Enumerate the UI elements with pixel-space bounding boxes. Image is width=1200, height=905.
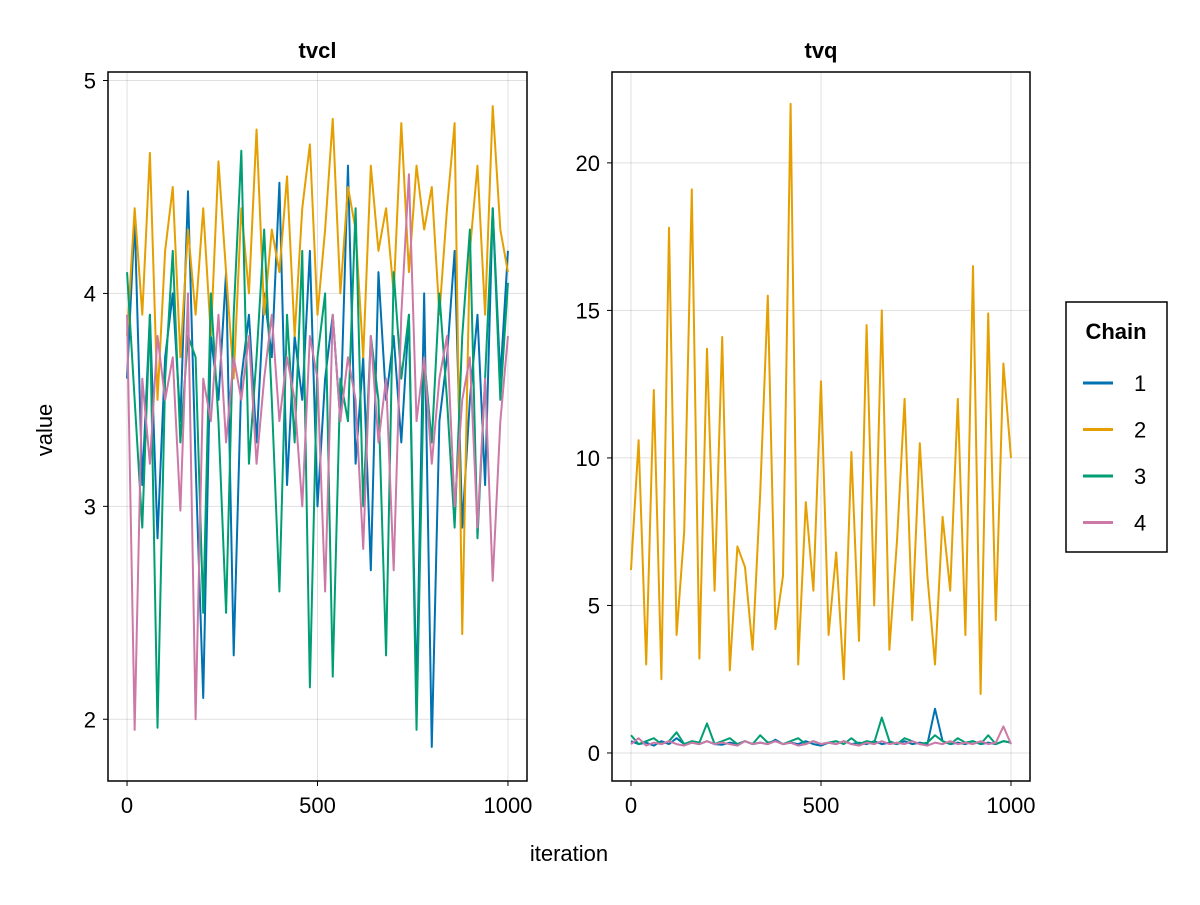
legend: Chain 1 2 3 4 — [1065, 301, 1168, 553]
legend-label: 3 — [1134, 464, 1146, 489]
legend-item-chain-3: 3 — [1083, 464, 1146, 489]
x-tick-label: 500 — [803, 793, 840, 818]
x-tick-label: 1000 — [987, 793, 1036, 818]
panel-title: tvq — [805, 38, 838, 63]
axes-frame — [107, 71, 528, 782]
panel-tvcl: 0 500 1000 2 3 4 5 tvcl — [84, 38, 533, 818]
y-tick-label: 5 — [588, 593, 600, 618]
x-tick-label: 0 — [625, 793, 637, 818]
series-line-chain-1 — [126, 164, 509, 748]
series-line-chain-4 — [126, 173, 509, 731]
panel-title: tvcl — [299, 38, 337, 63]
legend-item-chain-1: 1 — [1083, 371, 1146, 396]
series-line-chain-2 — [126, 105, 509, 636]
legend-item-chain-2: 2 — [1083, 418, 1146, 443]
legend-box — [1065, 301, 1168, 553]
x-axis-label: iteration — [530, 841, 608, 866]
panel-tvq: 0 500 1000 0 5 10 15 20 tvq — [576, 38, 1036, 818]
x-tick-label: 0 — [121, 793, 133, 818]
y-tick-label: 3 — [84, 494, 96, 519]
legend-item-chain-4: 4 — [1083, 511, 1146, 536]
y-axis-label: value — [32, 404, 57, 457]
y-tick-label: 4 — [84, 281, 96, 306]
series-line-chain-3 — [126, 149, 509, 731]
y-tick-label: 15 — [576, 298, 600, 323]
legend-label: 1 — [1134, 371, 1146, 396]
series-line-chain-2 — [630, 102, 1012, 695]
y-tick-label: 2 — [84, 707, 96, 732]
legend-label: 4 — [1134, 511, 1146, 536]
y-tick-label: 20 — [576, 151, 600, 176]
y-tick-label: 0 — [588, 741, 600, 766]
axes-frame — [611, 71, 1031, 782]
legend-title: Chain — [1085, 319, 1146, 344]
y-tick-label: 10 — [576, 446, 600, 471]
series-line-chain-4 — [630, 725, 1012, 747]
legend-label: 2 — [1134, 418, 1146, 443]
x-tick-label: 500 — [299, 793, 336, 818]
y-tick-label: 5 — [84, 69, 96, 94]
x-tick-label: 1000 — [483, 793, 532, 818]
